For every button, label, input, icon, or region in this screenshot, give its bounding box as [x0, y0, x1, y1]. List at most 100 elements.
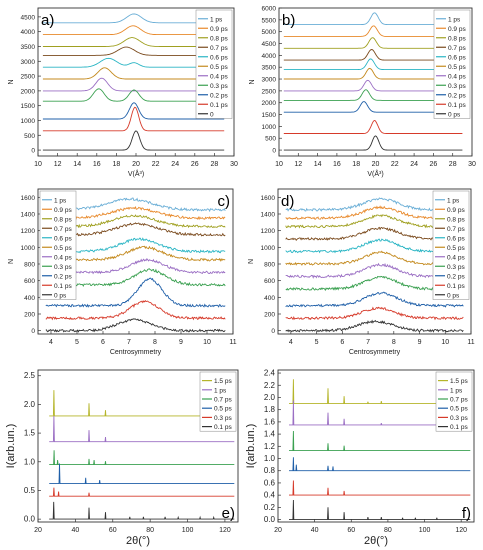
series-line-0_3-ps — [49, 487, 235, 497]
x-tick-label: 8 — [392, 339, 396, 346]
legend-entry: 0.2 ps — [447, 273, 465, 280]
legend-entry: 0.8 ps — [447, 216, 465, 223]
series-line-0_3-ps — [283, 89, 463, 101]
y-tick-label: 2.2 — [264, 381, 276, 390]
y-tick-label: 2000 — [21, 88, 36, 95]
y-tick-label: 500 — [24, 133, 35, 140]
y-axis-label: N — [249, 79, 256, 84]
x-axis-label: Centrosymmetry — [110, 349, 162, 356]
x-tick-label: 11 — [467, 339, 474, 346]
y-tick-label: 1.0 — [264, 454, 276, 463]
series-line-0 — [42, 130, 225, 151]
x-tick-label: 100 — [182, 527, 194, 534]
y-tick-label: 1000 — [261, 245, 276, 252]
x-tick-label: 120 — [455, 527, 467, 534]
legend-entry: 0 ps — [448, 111, 461, 118]
series-line-0_3-ps — [42, 88, 225, 102]
series-line-0_6-ps — [283, 58, 463, 71]
y-tick-label: 1600 — [261, 195, 276, 202]
series-line-0_1-ps — [45, 300, 226, 321]
y-tick-label: 5000 — [262, 29, 277, 36]
x-tick-label: 20 — [34, 527, 42, 534]
plot-frame — [37, 369, 239, 523]
y-tick-label: 1400 — [21, 212, 36, 219]
x-tick-label: 40 — [311, 527, 319, 534]
x-tick-label: 14 — [314, 161, 322, 168]
y-tick-label: 2.5 — [24, 371, 36, 380]
y-tick-label: 600 — [264, 278, 275, 285]
series-line-0_8-ps — [283, 37, 463, 49]
x-tick-label: 10 — [441, 339, 449, 346]
y-tick-label: 2500 — [21, 74, 36, 81]
y-tick-label: 1.4 — [264, 430, 276, 439]
series-line-0_9-ps — [283, 25, 463, 37]
y-axis-label: I(arb.un.) — [5, 424, 17, 469]
x-tick-label: 5 — [315, 339, 319, 346]
y-tick-label: 0.0 — [24, 515, 36, 524]
series-line-1-ps — [289, 400, 471, 426]
legend-entry: 0.5 ps — [450, 406, 468, 413]
series-line-0_5-ps — [289, 457, 471, 472]
y-tick-label: 1200 — [21, 228, 36, 235]
y-tick-label: 600 — [24, 278, 35, 285]
x-axis-label: V(Å³) — [367, 169, 383, 178]
legend-entry: 0.2 ps — [54, 273, 72, 280]
y-tick-label: 0.8 — [264, 466, 276, 475]
series-line-0_5-ps — [49, 463, 235, 485]
legend: 1 ps 0.9 ps 0.8 ps 0.7 ps 0.6 ps 0.5 ps 0.4 ps… — [433, 9, 471, 119]
series-line-0_2-ps — [285, 291, 464, 308]
panel-label: a) — [41, 12, 54, 29]
panel-a: 10 12 14 16 18 20 22 24 26 28 30 0 500 1000 1500 2000 25… — [8, 7, 238, 178]
y-tick-label: 1.5 — [24, 429, 36, 438]
series-line-0_2-ps — [283, 101, 463, 113]
panel-label: d) — [281, 193, 294, 210]
y-tick-label: 1.8 — [264, 405, 276, 414]
panel-e: 20 40 60 80 100 120 0.0 0.5 1.0 1.5 2.0 2.5 2θ(°) I(a… — [5, 369, 239, 547]
x-tick-label: 4 — [49, 339, 53, 346]
legend-entry: 1 ps — [54, 197, 67, 204]
panel-d: 4 5 6 7 8 9 10 11 0 200 400 600 800 1000 1200 1400 1600 C… — [248, 188, 475, 356]
series-line-1_5-ps — [49, 390, 235, 417]
x-tick-label: 120 — [219, 527, 231, 534]
y-tick-label: 3000 — [262, 77, 277, 84]
legend-entry: 0.1 ps — [210, 102, 228, 109]
series-line-0_4-ps — [283, 79, 463, 92]
y-tick-label: 0 — [31, 328, 35, 335]
panel-label: c) — [218, 193, 231, 210]
y-tick-label: 1.2 — [264, 442, 276, 451]
x-axis-label: Centrosymmetry — [349, 349, 401, 356]
series-line-1-ps — [49, 415, 235, 443]
x-tick-label: 28 — [211, 161, 219, 168]
series-line-0_1-ps — [49, 501, 235, 520]
legend-entry: 0.9 ps — [54, 207, 72, 214]
series-line-0-ps — [45, 318, 226, 333]
legend-entry: 0.9 ps — [447, 207, 465, 214]
x-tick-label: 80 — [146, 527, 154, 534]
y-tick-label: 3000 — [21, 59, 36, 66]
legend: 1.5 ps 1 ps 0.7 ps 0.5 ps 0.3 ps 0.1 ps — [199, 371, 237, 432]
y-tick-label: 3500 — [262, 65, 277, 72]
series-line-0_3-ps — [289, 480, 471, 496]
panel-b: 10 12 14 16 18 20 22 24 26 28 30 0 500 1000 1500 2000 25… — [249, 6, 476, 179]
series-line-0_4-ps — [42, 77, 225, 92]
series-line-0_2-ps — [42, 102, 225, 120]
legend-entry: 0.5 ps — [448, 64, 466, 71]
x-tick-label: 11 — [229, 339, 236, 346]
y-tick-label: 4500 — [21, 14, 36, 21]
legend-entry: 0.5 ps — [447, 245, 465, 252]
legend-entry: 0.3 ps — [448, 83, 466, 90]
x-tick-label: 60 — [347, 527, 355, 534]
series-line-0_1-ps — [42, 106, 225, 132]
legend-box — [199, 371, 237, 432]
x-tick-label: 10 — [34, 161, 42, 168]
series-line-0_2-ps — [45, 277, 226, 308]
legend-entry: 0.4 ps — [210, 73, 228, 80]
legend-entry: 0.3 ps — [214, 415, 232, 422]
y-axis-label: N — [8, 259, 15, 264]
y-tick-label: 1600 — [21, 195, 36, 202]
series-line-0_7-ps — [283, 49, 463, 61]
x-tick-label: 12 — [294, 161, 302, 168]
series-line-0_1-ps — [283, 119, 463, 134]
x-tick-label: 7 — [366, 339, 370, 346]
y-tick-label: 1200 — [261, 228, 276, 235]
